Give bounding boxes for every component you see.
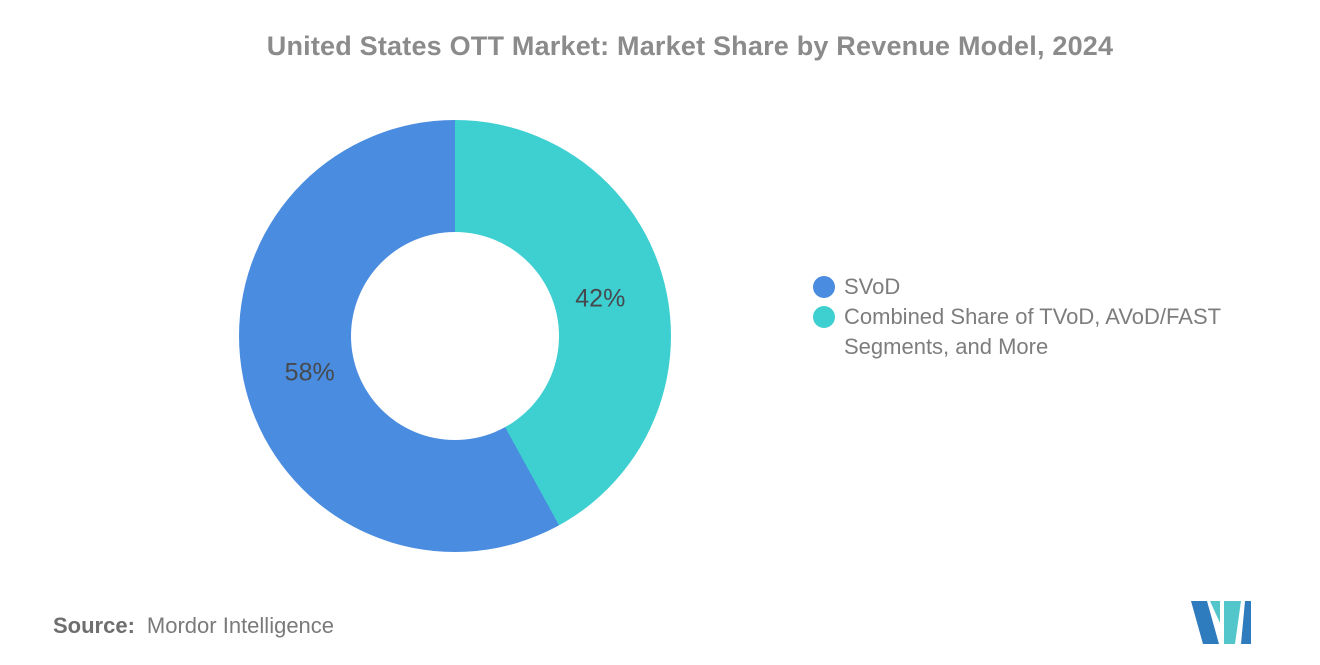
logo-right-bar-shape — [1241, 601, 1251, 644]
chart-title: United States OTT Market: Market Share b… — [266, 31, 1114, 61]
legend-swatch — [813, 276, 835, 298]
legend-swatch — [813, 306, 835, 328]
donut-chart: 42% 58% — [239, 120, 671, 552]
logo-right-teal-shape — [1224, 601, 1241, 644]
logo-left-diagonal-shape — [1191, 601, 1219, 644]
source-label: Source: — [53, 613, 135, 638]
mordor-intelligence-logo — [1191, 601, 1251, 644]
source-value: Mordor Intelligence — [146, 613, 335, 638]
slice-label: 42% — [575, 284, 626, 313]
legend-item: Combined Share of TVoD, AVoD/FAST Segmen… — [813, 302, 1243, 362]
legend-label: Combined Share of TVoD, AVoD/FAST Segmen… — [844, 304, 1221, 359]
legend-item: SVoD — [813, 272, 1243, 302]
donut-hole — [351, 232, 559, 440]
slice-label: 58% — [284, 358, 335, 387]
source-line: Source: Mordor Intelligence — [53, 613, 334, 639]
logo-top-triangle-shape — [1210, 601, 1220, 623]
legend-label: SVoD — [844, 274, 901, 299]
legend: SVoD Combined Share of TVoD, AVoD/FAST Se… — [813, 272, 1243, 362]
